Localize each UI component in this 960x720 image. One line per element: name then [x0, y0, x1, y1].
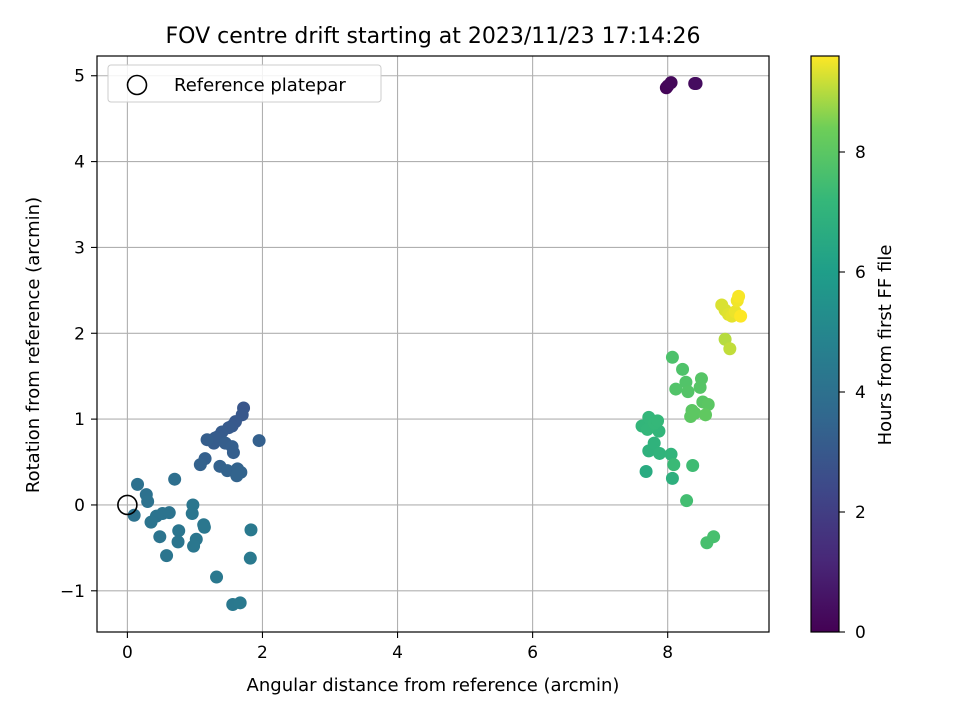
reference-marker [117, 494, 138, 516]
plot-frame [96, 55, 770, 633]
y-tick-label: 1 [74, 410, 85, 430]
colorbar-tick-label: 6 [855, 263, 866, 283]
y-axis-ticks: −1 0 1 2 3 4 5 [60, 67, 97, 602]
colorbar-gradient [810, 55, 840, 633]
data-point [244, 523, 258, 537]
colorbar-tick-label: 0 [855, 623, 866, 643]
colorbar-tick-label: 8 [855, 143, 866, 163]
data-point [243, 551, 257, 565]
data-point [168, 472, 182, 486]
data-point [681, 385, 695, 399]
data-point [144, 515, 158, 529]
colorbar-ticks: 0 2 4 6 8 [839, 143, 866, 643]
legend-marker [126, 74, 148, 96]
x-tick-label: 0 [122, 643, 133, 663]
legend-entry: Reference platepar [174, 75, 346, 96]
data-point [639, 464, 653, 478]
data-point [187, 539, 201, 553]
data-point [701, 398, 715, 412]
data-point [699, 408, 713, 422]
data-points [127, 76, 748, 612]
data-point [693, 380, 707, 394]
data-point [732, 289, 746, 303]
data-point [667, 458, 681, 472]
x-tick-label: 4 [392, 643, 403, 663]
data-point [226, 446, 240, 460]
data-point [185, 507, 199, 521]
data-point [647, 436, 661, 450]
data-point [723, 342, 737, 356]
y-tick-label: 3 [74, 238, 85, 258]
x-axis-ticks: 0 2 4 6 8 [122, 632, 673, 663]
data-point [127, 508, 141, 522]
data-point [171, 535, 185, 549]
data-point [162, 506, 176, 520]
legend-box [107, 64, 382, 103]
data-point [680, 494, 694, 508]
data-point [664, 76, 678, 90]
data-point [676, 362, 690, 376]
data-point [172, 524, 186, 538]
data-point [684, 410, 698, 424]
colorbar-tick-label: 2 [855, 503, 866, 523]
data-point [686, 458, 700, 472]
x-tick-label: 6 [527, 643, 538, 663]
data-point [200, 433, 214, 447]
data-point [141, 495, 155, 509]
data-point [665, 350, 679, 364]
data-point [707, 530, 721, 544]
colorbar-tick-label: 4 [855, 383, 866, 403]
colorbar: 0 2 4 6 8 Hours from first FF file [810, 55, 896, 643]
x-tick-label: 8 [662, 643, 673, 663]
y-axis-label: Rotation from reference (arcmin) [23, 197, 44, 493]
chart-title: FOV centre drift starting at 2023/11/23 … [166, 24, 701, 49]
y-tick-label: 0 [74, 496, 85, 516]
data-point [734, 309, 748, 323]
data-point [651, 414, 665, 428]
x-tick-label: 2 [257, 643, 268, 663]
legend: Reference platepar [107, 64, 382, 103]
y-tick-label: 2 [74, 324, 85, 344]
data-point [665, 471, 679, 485]
y-tick-label: 4 [74, 153, 85, 173]
data-point [252, 434, 266, 448]
data-point [153, 530, 167, 544]
y-tick-label: 5 [74, 67, 85, 87]
grid-lines [97, 56, 769, 632]
x-axis-label: Angular distance from reference (arcmin) [247, 675, 620, 696]
data-point [233, 596, 247, 610]
data-point [669, 382, 683, 396]
data-point [193, 458, 207, 472]
data-point [197, 520, 211, 534]
colorbar-label: Hours from first FF file [875, 245, 896, 446]
data-point [653, 446, 667, 460]
y-tick-label: −1 [60, 582, 85, 602]
data-point [664, 447, 678, 461]
data-point [230, 469, 244, 483]
data-point [210, 570, 224, 584]
data-point [160, 549, 174, 563]
data-point [689, 76, 703, 90]
data-point [131, 477, 145, 491]
